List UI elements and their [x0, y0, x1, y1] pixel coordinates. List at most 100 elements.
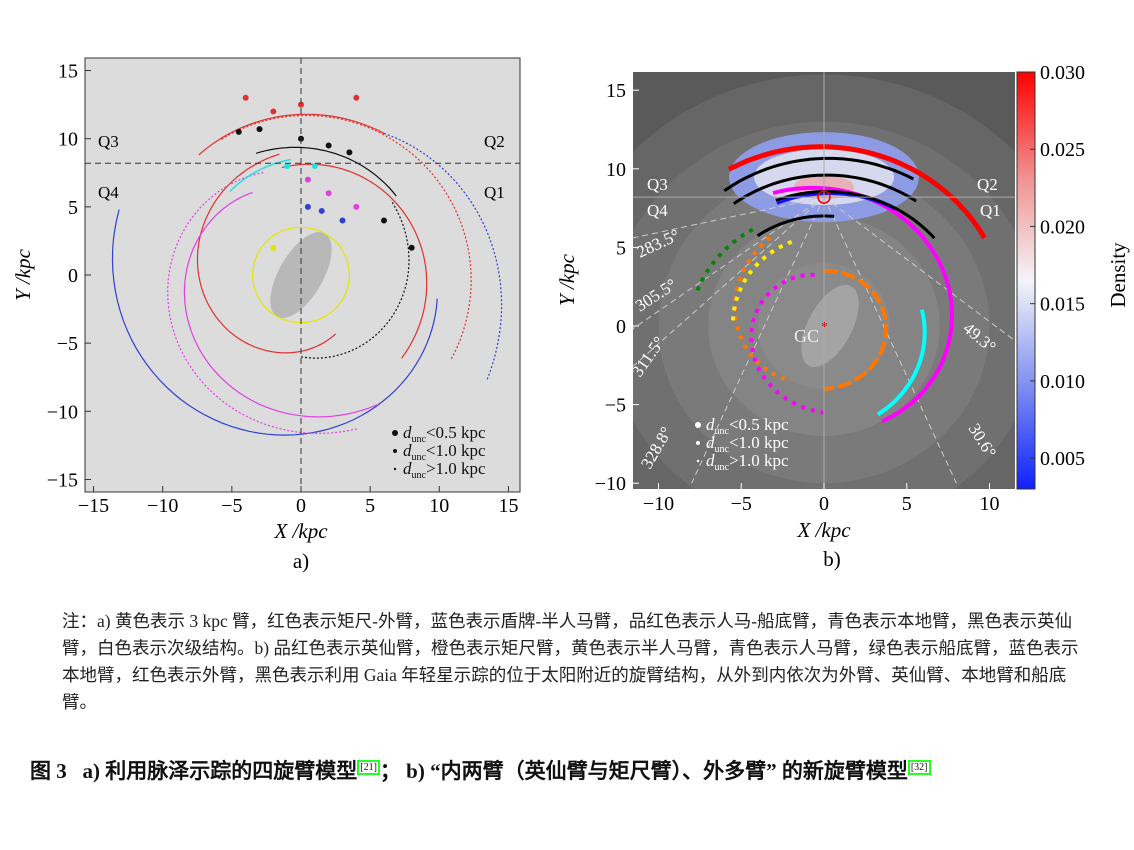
y-tick-label: −5: [605, 395, 626, 417]
legend-entry-2: dunc>1.0 kpc: [403, 459, 486, 481]
galactic-bar: [270, 232, 332, 318]
arm-perseus-inner: [749, 272, 825, 415]
gc-label: GC: [794, 326, 819, 346]
plot-b-content: GC *: [633, 72, 1015, 489]
y-tick-label: 15: [606, 80, 626, 102]
gaia-arm-carina: [756, 214, 835, 238]
legend-marker: [393, 449, 397, 453]
y-tick-label: 10: [606, 159, 626, 181]
legend-entry-1: dunc<1.0 kpc: [403, 441, 486, 463]
arm-black-dotted: [300, 200, 410, 359]
panel-a-plot: Q3 Q2 Q4 Q1 −15 −10 −5 0 5 10 15 15 10 5 0 −5 −10 −15 X /k…: [11, 57, 521, 573]
arm-sagittarius: [876, 309, 927, 417]
panel-b-label: b): [823, 547, 841, 571]
gaia-arm-outer: [723, 156, 915, 193]
ref-link-32[interactable]: [32]: [907, 760, 931, 775]
x-tick-label: 0: [819, 493, 829, 515]
y-tick-label: 0: [68, 265, 78, 287]
quadrant-label: Q2: [484, 132, 505, 151]
x-tick-label: −10: [643, 493, 674, 515]
legend-entry-0: dunc<0.5 kpc: [403, 423, 486, 445]
maser-point: [304, 176, 311, 183]
y-tick-label: 15: [58, 61, 78, 83]
figure-caption: 图 3 a) 利用脉泽示踪的四旋臂模型 [21]； b) “内两臂（英仙臂与矩尺臂…: [30, 755, 931, 785]
caption-separator: ；: [379, 759, 401, 783]
gc-marker: *: [821, 320, 828, 335]
maser-point: [325, 142, 332, 149]
quadrant-label: Q1: [980, 201, 1001, 220]
y-axis-label: Y /kpc: [11, 248, 35, 301]
maser-point: [339, 217, 346, 224]
colorbar-tick-label: 0.010: [1040, 371, 1085, 393]
longitude-line: [823, 196, 957, 484]
maser-point: [270, 244, 277, 251]
colorbar-tick-label: 0.020: [1040, 216, 1085, 238]
arm-sagittarius-carina: [183, 191, 378, 418]
ref-link-21[interactable]: [21]: [357, 760, 380, 775]
x-tick-label: −10: [147, 495, 178, 517]
panel-a-label: a): [293, 549, 309, 573]
arm-norma: [823, 268, 889, 391]
maser-point: [353, 203, 360, 210]
maser-point: [380, 217, 387, 224]
maser-point: [318, 207, 325, 214]
x-tick-label: 15: [498, 495, 518, 517]
y-axis-label: Y /kpc: [555, 253, 579, 306]
caption-part-a: a) 利用脉泽示踪的四旋臂模型: [82, 759, 358, 783]
quadrant-label: Q3: [98, 132, 119, 151]
y-tick-label: 10: [58, 129, 78, 151]
y-tick-label: −10: [595, 473, 626, 495]
longitude-line: [633, 196, 825, 368]
colorbar-tick-label: 0.015: [1040, 294, 1085, 316]
x-tick-label: 10: [429, 495, 449, 517]
maser-point: [353, 94, 360, 101]
arm-3kpc: [251, 226, 350, 324]
maser-point: [346, 149, 353, 156]
maser-point: [284, 162, 291, 169]
maser-point: [242, 94, 249, 101]
sun-marker: [817, 190, 831, 204]
colorbar-tick-label: 0.030: [1040, 62, 1085, 84]
x-tick-label: 5: [365, 495, 375, 517]
y-tick-label: −15: [47, 469, 78, 491]
quadrant-label: Q2: [977, 175, 998, 194]
caption-fig-number: 图 3: [30, 759, 67, 783]
maser-point: [408, 244, 415, 251]
x-tick-label: −5: [221, 495, 242, 517]
quadrant-label: Q3: [647, 175, 668, 194]
legend-entry-1: dunc<1.0 kpc: [706, 433, 789, 455]
x-tick-label: 0: [296, 495, 306, 517]
maser-point: [235, 128, 242, 135]
y-tick-label: 5: [68, 197, 78, 219]
y-tick-label: −5: [57, 333, 78, 355]
longitude-line: [691, 196, 825, 484]
y-tick-label: 0: [616, 316, 626, 338]
x-tick-label: −15: [78, 495, 109, 517]
longitude-line: [823, 196, 1015, 342]
gaia-arm-local: [775, 190, 936, 240]
galactic-bar: [801, 284, 859, 368]
x-tick-label: 5: [902, 493, 912, 515]
x-axis-label: X /kpc: [796, 518, 851, 542]
legend-marker: [393, 467, 397, 471]
arm-red-dotted: [221, 114, 472, 361]
colorbar-label: Density: [1106, 242, 1130, 308]
arm-blue-dotted: [383, 132, 503, 381]
y-tick-label: 5: [616, 237, 626, 259]
colorbar-tick-label: 0.005: [1040, 448, 1085, 470]
arm-perseus: [255, 146, 397, 197]
legend-marker: [696, 459, 700, 463]
legend-marker: [392, 430, 398, 436]
quadrant-label: Q4: [98, 183, 119, 202]
legend-marker: [696, 441, 700, 445]
arm-magenta-dotted: [167, 171, 358, 434]
figure-note: 注：a) 黄色表示 3 kpc 臂，红色表示矩尺-外臂，蓝色表示盾牌-半人马臂，…: [62, 611, 1079, 712]
longitude-line: [633, 196, 825, 239]
arm-outer: [198, 113, 385, 156]
x-axis-label: X /kpc: [273, 519, 328, 543]
arm-carina: [694, 227, 754, 295]
arm-local: [229, 158, 291, 193]
maser-point: [325, 190, 332, 197]
arm-red-inner: [196, 153, 336, 354]
